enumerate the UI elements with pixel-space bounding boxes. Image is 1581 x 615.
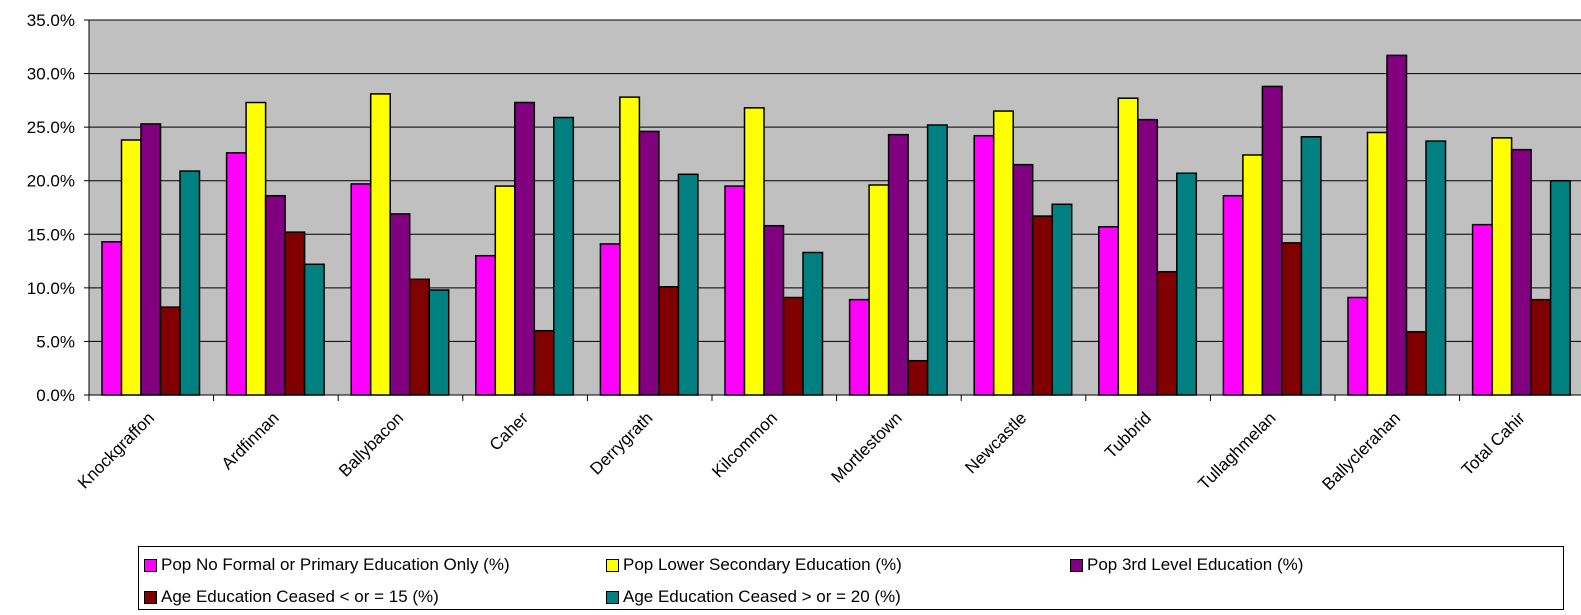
bar <box>926 124 948 396</box>
bar <box>350 183 372 396</box>
y-tick-label: 15.0% <box>27 225 75 244</box>
bar <box>1510 148 1532 396</box>
bar <box>369 93 391 396</box>
bar <box>179 170 201 396</box>
bar <box>120 139 142 396</box>
bar <box>1031 215 1053 396</box>
bar <box>303 263 325 396</box>
bar <box>907 359 929 396</box>
bar <box>599 243 621 396</box>
bar <box>494 185 516 396</box>
bar <box>677 173 699 396</box>
bar <box>1366 131 1388 396</box>
bar <box>782 296 804 396</box>
bar <box>1530 298 1552 396</box>
bar <box>619 96 641 396</box>
bar <box>1425 140 1447 396</box>
bar <box>553 116 575 396</box>
bar <box>1137 118 1159 396</box>
bar <box>887 133 909 396</box>
x-tick-label: Ballybacon <box>335 408 407 480</box>
bar <box>428 289 450 396</box>
y-tick-label: 10.0% <box>27 279 75 298</box>
bar <box>1491 137 1513 396</box>
x-tick-label: Knockgraffon <box>74 408 158 492</box>
bar <box>1098 226 1120 396</box>
y-tick-label: 20.0% <box>27 172 75 191</box>
y-tick-label: 25.0% <box>27 118 75 137</box>
bar <box>1222 194 1244 396</box>
bar <box>1471 223 1493 396</box>
bar <box>848 298 870 396</box>
bar <box>245 101 267 396</box>
x-tick-label: Caher <box>486 408 532 454</box>
x-tick-label: Mortlestown <box>827 408 905 486</box>
bar <box>1176 172 1198 396</box>
legend-item: Pop No Formal or Primary Education Only … <box>144 555 510 575</box>
bar <box>1347 296 1369 396</box>
bar <box>1261 85 1283 396</box>
bar <box>1300 136 1322 396</box>
legend-item: Pop 3rd Level Education (%) <box>1070 555 1303 575</box>
bar <box>389 213 411 396</box>
bar <box>868 184 890 396</box>
bar <box>1386 54 1408 396</box>
legend-item: Age Education Ceased < or = 15 (%) <box>144 587 439 607</box>
bar <box>638 130 660 396</box>
legend-label: Age Education Ceased > or = 20 (%) <box>623 587 901 606</box>
x-tick-label: Ballyclerahan <box>1319 408 1405 494</box>
x-tick-label: Ardfinnan <box>218 408 283 473</box>
legend-item: Age Education Ceased > or = 20 (%) <box>606 587 901 607</box>
bar <box>225 152 247 396</box>
y-tick-label: 0.0% <box>36 386 75 405</box>
x-tick-label: Newcastle <box>961 408 1030 477</box>
bar <box>1156 271 1178 396</box>
plot-area <box>88 19 1581 396</box>
y-tick-label: 5.0% <box>36 332 75 351</box>
bar <box>1405 331 1427 396</box>
bar <box>802 251 824 396</box>
bar <box>724 185 746 396</box>
x-tick-label: Derrygrath <box>586 408 656 478</box>
bar <box>514 101 536 396</box>
legend-swatch <box>144 558 157 572</box>
bar <box>1242 154 1264 396</box>
legend: Pop No Formal or Primary Education Only … <box>138 546 1564 610</box>
legend-swatch <box>1070 558 1083 572</box>
legend-item: Pop Lower Secondary Education (%) <box>606 555 902 575</box>
legend-swatch <box>606 558 619 572</box>
x-tick-label: Tubbrid <box>1101 408 1155 462</box>
bar <box>264 194 286 396</box>
bar <box>408 278 430 396</box>
legend-swatch <box>606 590 619 604</box>
y-tick-label: 35.0% <box>27 11 75 30</box>
bar <box>992 110 1014 396</box>
bar <box>1549 179 1571 396</box>
legend-swatch <box>144 590 157 604</box>
bar <box>284 231 306 396</box>
bar <box>743 107 765 396</box>
bar <box>1012 163 1034 396</box>
bar <box>1117 97 1139 396</box>
bar <box>475 254 497 396</box>
legend-label: Pop No Formal or Primary Education Only … <box>161 555 510 574</box>
bar <box>658 286 680 396</box>
bar <box>159 306 181 396</box>
legend-label: Pop 3rd Level Education (%) <box>1087 555 1304 574</box>
bar <box>101 241 123 396</box>
bar <box>1281 242 1303 396</box>
x-tick-label: Tullaghmelan <box>1194 408 1279 493</box>
x-tick-label: Kilcommon <box>708 408 781 481</box>
legend-label: Age Education Ceased < or = 15 (%) <box>161 587 439 606</box>
bar <box>533 329 555 396</box>
bar <box>763 224 785 396</box>
bar <box>973 134 995 396</box>
bar <box>140 123 162 396</box>
bar <box>1051 203 1073 396</box>
y-tick-label: 30.0% <box>27 65 75 84</box>
legend-label: Pop Lower Secondary Education (%) <box>623 555 902 574</box>
x-tick-label: Total Cahir <box>1458 408 1529 479</box>
